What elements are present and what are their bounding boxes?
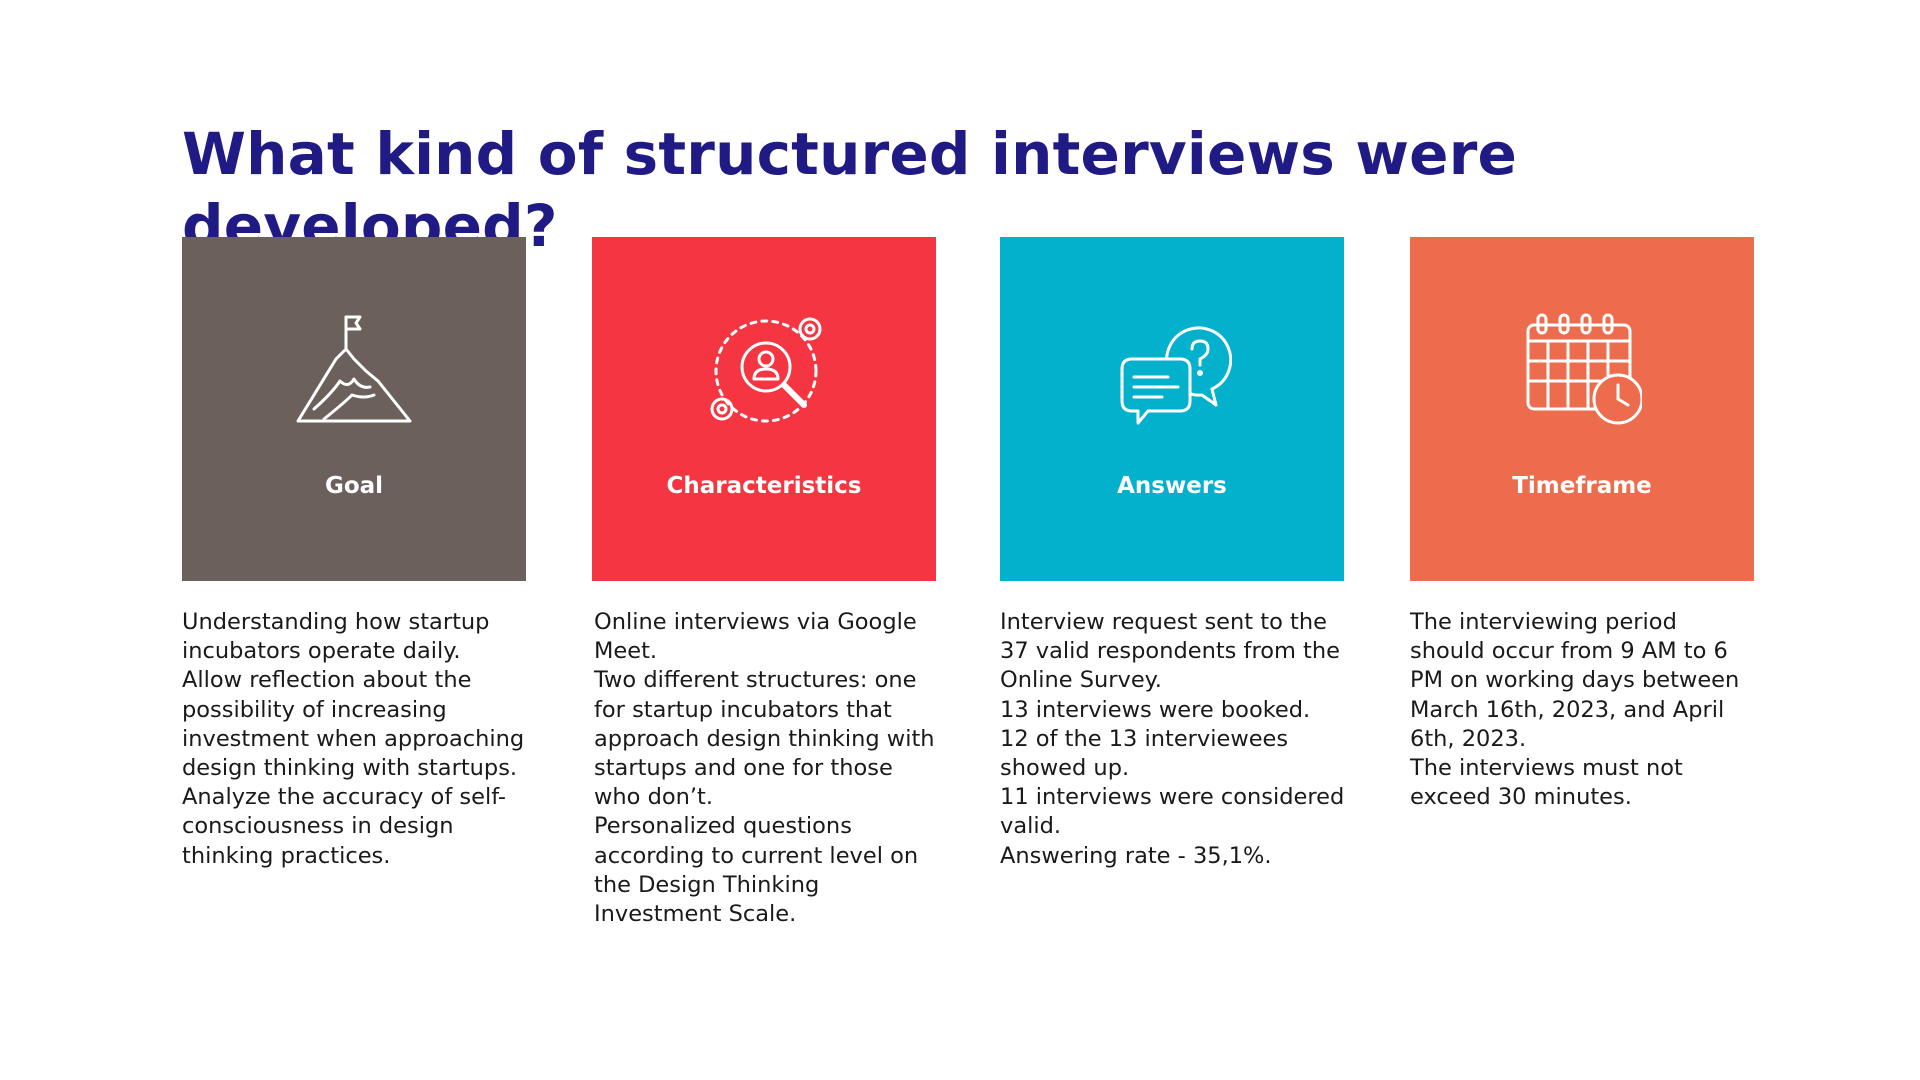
- timeframe-line: The interviews must not exceed 30 minute…: [1410, 755, 1683, 811]
- answers-line: 11 interviews were considered valid.: [1000, 784, 1345, 840]
- timeframe-line: The interviewing period should occur fro…: [1410, 609, 1740, 752]
- goal-tile: Goal: [182, 237, 526, 581]
- timeframe-tile: Timeframe: [1410, 237, 1754, 581]
- calendar-clock-icon: [1522, 309, 1642, 429]
- timeframe-label: Timeframe: [1512, 473, 1652, 499]
- goal-line: Understanding how startup incubators ope…: [182, 609, 490, 665]
- characteristics-line: Online interviews via Google Meet.: [594, 609, 917, 665]
- page-title: What kind of structured interviews were …: [182, 120, 1518, 260]
- timeframe-description: The interviewing period should occur fro…: [1410, 608, 1755, 812]
- answers-description: Interview request sent to the 37 valid r…: [1000, 608, 1345, 871]
- chat-question-icon: [1112, 309, 1232, 429]
- mountain-flag-icon: [294, 309, 414, 429]
- characteristics-label: Characteristics: [666, 473, 862, 499]
- answers-line: 13 interviews were booked.: [1000, 696, 1311, 723]
- answers-line: Answering rate - 35,1%.: [1000, 842, 1272, 869]
- characteristics-line: Personalized questions according to curr…: [594, 813, 919, 928]
- user-search-gears-icon: [704, 309, 824, 429]
- characteristics-description: Online interviews via Google Meet. Two d…: [594, 608, 939, 929]
- goal-line: Allow reflection about the possibility o…: [182, 667, 525, 782]
- answers-tile: Answers: [1000, 237, 1344, 581]
- goal-label: Goal: [324, 473, 384, 499]
- answers-label: Answers: [1117, 473, 1227, 499]
- characteristics-tile: Characteristics: [592, 237, 936, 581]
- answers-line: Interview request sent to the 37 valid r…: [1000, 609, 1340, 694]
- characteristics-line: Two different structures: one for startu…: [594, 667, 935, 811]
- answers-line: 12 of the 13 interviewees showed up.: [1000, 725, 1289, 782]
- goal-description: Understanding how startup incubators ope…: [182, 608, 527, 871]
- goal-line: Analyze the accuracy of self-consciousne…: [182, 784, 507, 869]
